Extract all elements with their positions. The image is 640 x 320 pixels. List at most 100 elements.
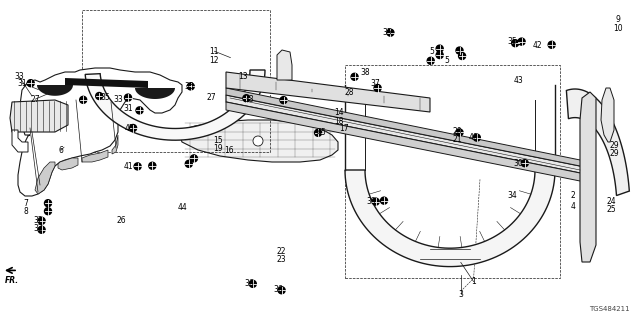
Text: 44: 44	[177, 204, 188, 212]
Circle shape	[548, 41, 555, 48]
Text: 33: 33	[244, 95, 255, 104]
Text: 35: 35	[184, 82, 194, 91]
Text: 2: 2	[570, 191, 575, 200]
Circle shape	[512, 40, 518, 47]
Text: 5: 5	[444, 56, 449, 65]
Polygon shape	[85, 70, 265, 140]
Circle shape	[80, 96, 86, 103]
Polygon shape	[566, 89, 629, 196]
Text: 24: 24	[606, 197, 616, 206]
Text: 28: 28	[344, 88, 353, 97]
Text: 31: 31	[123, 104, 133, 113]
Text: 37: 37	[370, 79, 380, 88]
Polygon shape	[10, 100, 68, 132]
Polygon shape	[82, 150, 108, 162]
Text: 20: 20	[452, 127, 463, 136]
Circle shape	[381, 197, 387, 204]
Polygon shape	[601, 88, 614, 142]
Text: 9: 9	[615, 15, 620, 24]
Polygon shape	[35, 162, 55, 194]
Circle shape	[134, 163, 141, 170]
Circle shape	[96, 92, 102, 100]
Text: 39: 39	[366, 197, 376, 206]
Text: 25: 25	[606, 205, 616, 214]
Text: 13: 13	[238, 72, 248, 81]
Polygon shape	[18, 68, 182, 196]
Circle shape	[149, 162, 156, 169]
Circle shape	[253, 136, 263, 146]
Polygon shape	[112, 135, 118, 154]
Polygon shape	[12, 130, 28, 152]
Text: 38: 38	[360, 68, 370, 76]
Text: 45: 45	[124, 124, 134, 132]
Circle shape	[372, 198, 379, 205]
Text: 7: 7	[23, 199, 28, 208]
Text: 21: 21	[453, 135, 462, 144]
Circle shape	[191, 155, 197, 162]
Text: 5: 5	[456, 47, 461, 56]
Text: 18: 18	[335, 117, 344, 126]
Text: 35: 35	[382, 28, 392, 36]
Circle shape	[186, 160, 192, 167]
Text: 12: 12	[210, 56, 219, 65]
Circle shape	[456, 47, 463, 54]
Circle shape	[436, 45, 443, 52]
Text: 40: 40	[468, 133, 479, 142]
Text: 4: 4	[570, 202, 575, 211]
Text: 27: 27	[30, 95, 40, 104]
Polygon shape	[345, 170, 555, 267]
Text: 22: 22	[277, 247, 286, 256]
Text: 1: 1	[471, 277, 476, 286]
Circle shape	[38, 226, 45, 233]
Polygon shape	[178, 120, 338, 162]
Circle shape	[243, 95, 250, 102]
Text: FR.: FR.	[5, 276, 19, 285]
Text: 17: 17	[339, 124, 349, 132]
Text: 33: 33	[14, 72, 24, 81]
Circle shape	[387, 29, 394, 36]
Circle shape	[45, 200, 51, 207]
Text: 16: 16	[224, 146, 234, 155]
Text: 19: 19	[212, 144, 223, 153]
Text: 36: 36	[244, 279, 255, 288]
Text: 10: 10	[612, 24, 623, 33]
Polygon shape	[65, 78, 148, 88]
Text: 34: 34	[507, 191, 517, 200]
Text: 6: 6	[58, 146, 63, 155]
Circle shape	[315, 129, 321, 136]
Circle shape	[459, 52, 465, 60]
Circle shape	[136, 107, 143, 114]
Circle shape	[374, 84, 381, 92]
Circle shape	[38, 217, 45, 224]
Circle shape	[436, 52, 443, 59]
Text: 41: 41	[123, 162, 133, 171]
Text: 30: 30	[513, 159, 524, 168]
Text: 3: 3	[458, 290, 463, 299]
Circle shape	[280, 97, 287, 104]
Circle shape	[45, 208, 51, 215]
Text: 31: 31	[17, 79, 28, 88]
Text: 42: 42	[532, 41, 543, 50]
Circle shape	[130, 124, 136, 132]
Text: 29: 29	[609, 149, 620, 158]
Text: TGS484211: TGS484211	[589, 306, 630, 312]
Circle shape	[188, 83, 194, 90]
Circle shape	[250, 280, 256, 287]
Circle shape	[522, 160, 528, 167]
Text: 29: 29	[609, 141, 620, 150]
Text: 45: 45	[316, 128, 326, 137]
Polygon shape	[226, 102, 590, 183]
Text: 27: 27	[206, 93, 216, 102]
Text: 43: 43	[513, 76, 524, 85]
Polygon shape	[58, 158, 78, 170]
Text: 33: 33	[113, 95, 124, 104]
Text: 32: 32	[33, 224, 44, 233]
Text: 8: 8	[23, 207, 28, 216]
Circle shape	[456, 129, 463, 136]
Circle shape	[518, 38, 525, 45]
Circle shape	[474, 134, 480, 141]
Polygon shape	[226, 88, 590, 168]
Text: 23: 23	[276, 255, 287, 264]
Polygon shape	[37, 85, 73, 96]
Polygon shape	[226, 72, 430, 112]
